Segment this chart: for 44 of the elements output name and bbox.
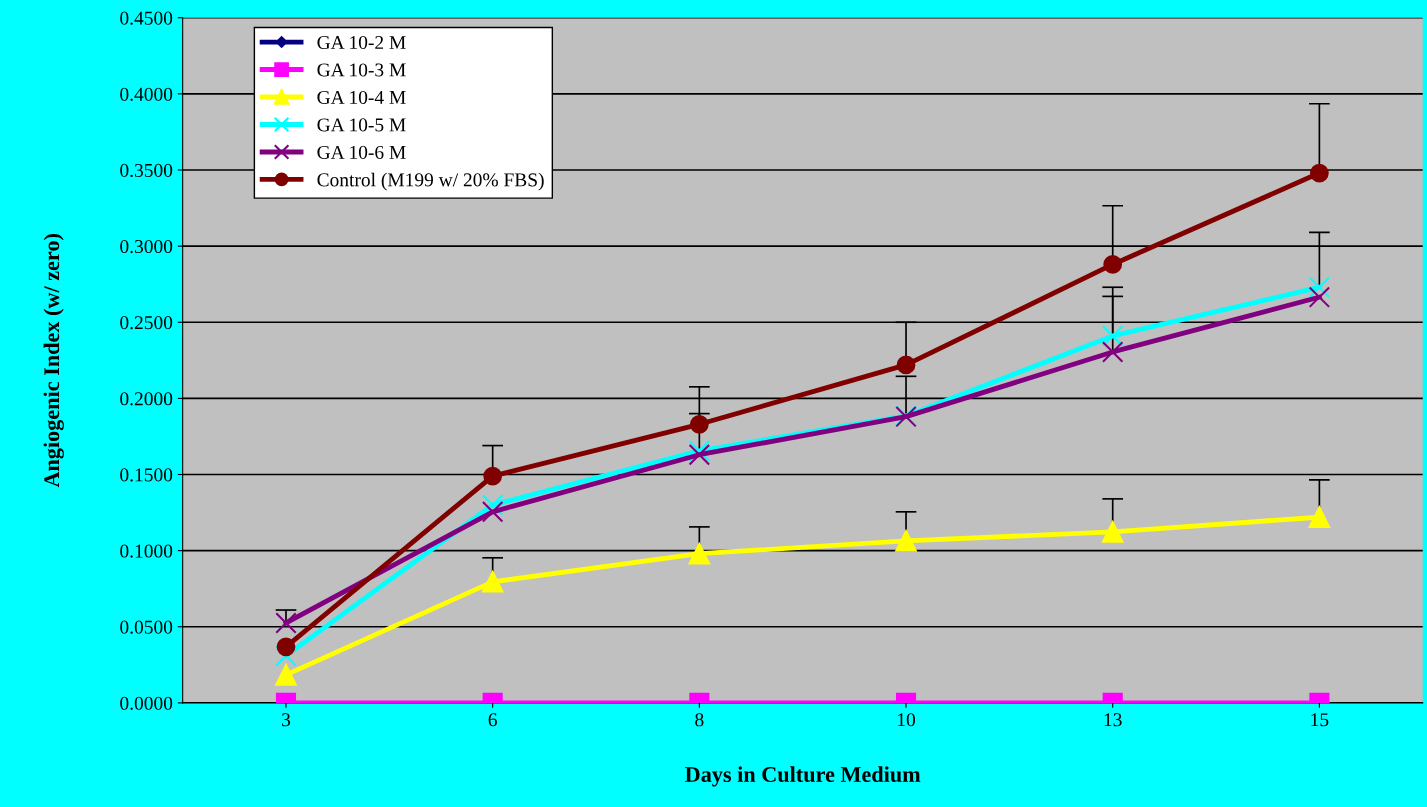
point (1101, 341, 1124, 363)
point (896, 355, 916, 375)
point (275, 664, 297, 686)
point (1101, 325, 1124, 347)
point (895, 530, 917, 552)
point (275, 644, 297, 667)
y-tick-label: 0.3500 (120, 163, 173, 178)
legend-label: GA 10-5 M (317, 118, 406, 132)
y-tick-label: 0.0000 (120, 696, 173, 710)
point (481, 571, 504, 593)
y-tick-label: 0.4000 (120, 87, 173, 101)
y-tick-label: 0.2500 (120, 316, 173, 330)
y-tick-label: 0.0500 (120, 620, 173, 634)
point (275, 612, 297, 634)
legend-label: GA 10-3 M (317, 63, 406, 77)
point (689, 414, 709, 434)
legend-label: GA 10-6 M (317, 145, 406, 159)
x-tick-label: 15 (1311, 713, 1329, 727)
x-tick-label: 6 (488, 713, 497, 727)
point (1308, 276, 1331, 299)
point (688, 542, 711, 565)
x-tick-label: 13 (1104, 713, 1122, 727)
x-axis-title: Days in Culture Medium (685, 766, 921, 787)
legend-label: GA 10-4 M (317, 90, 406, 105)
point (1308, 286, 1331, 308)
point (276, 637, 296, 657)
legend-label: GA 10-2 M (317, 35, 406, 50)
point (1310, 163, 1329, 183)
point (483, 466, 503, 486)
y-axis-title: Angiogenic Index (w/ zero) (43, 234, 64, 488)
legend-label: Control (M199 w/ 20% FBS) (317, 172, 544, 191)
x-tick-label: 10 (898, 713, 916, 727)
y-tick-label: 0.2000 (120, 392, 173, 406)
x-tick-label: 3 (282, 713, 291, 727)
y-tick-label: 0.1000 (120, 544, 173, 558)
y-tick-label: 0.3000 (120, 239, 173, 254)
point (481, 501, 504, 523)
y-tick-label: 0.4500 (120, 11, 173, 25)
point (481, 494, 504, 516)
point (1103, 255, 1123, 274)
point (1308, 506, 1331, 528)
point (1101, 521, 1124, 543)
y-tick-label: 0.1500 (120, 468, 173, 482)
x-tick-label: 8 (695, 713, 704, 727)
